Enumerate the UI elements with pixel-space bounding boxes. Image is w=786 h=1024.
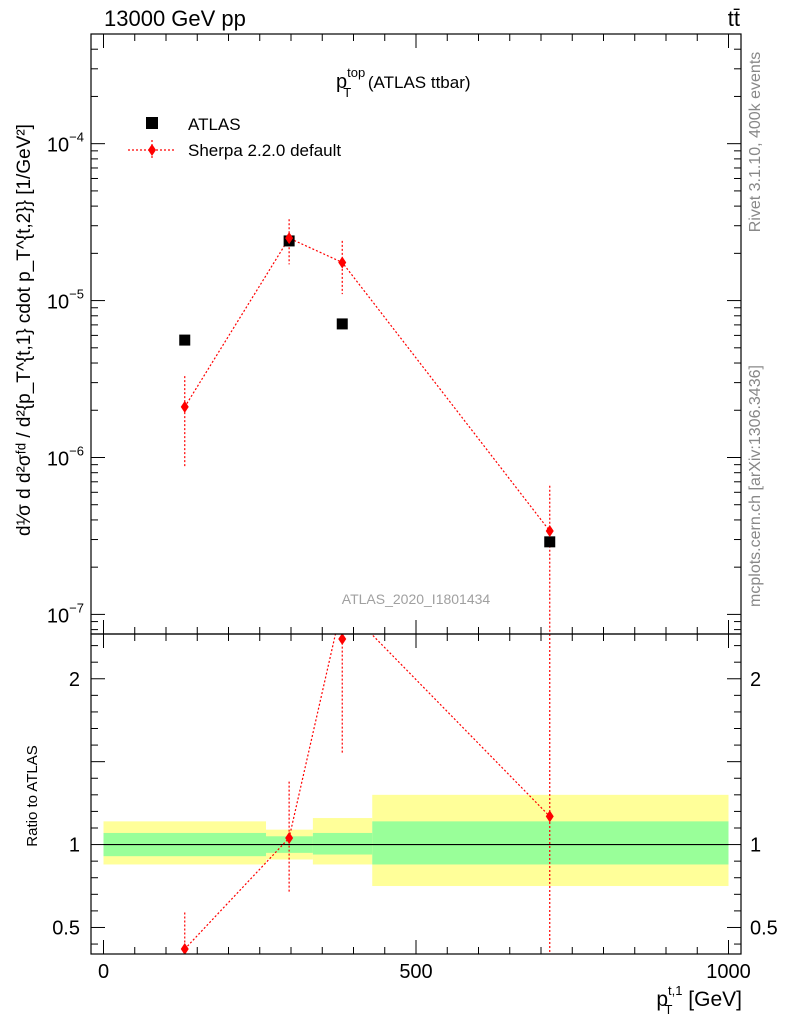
sherpa-point [545,525,554,538]
analysis-watermark: ATLAS_2020_I1801434 [342,591,491,607]
sherpa-point [285,232,294,245]
atlas-point [544,536,556,548]
atlas-point [336,318,348,330]
ratio-y-axis-label: Ratio to ATLAS [24,745,41,846]
ratio-y-tick-label: 1 [69,835,80,857]
plot-title-sup: top [347,65,365,80]
legend-sherpa-marker [148,144,156,156]
ratio-y-tick-label-right: 2 [750,669,761,691]
ratio-y-tick-label: 2 [69,669,80,691]
ratio-data [180,634,554,954]
sherpa-line [184,237,551,532]
x-axis-label-base: p [656,988,668,1011]
plot-title-base: p [336,71,347,93]
ratio-y-tick-label-right: 0.5 [750,917,778,939]
y-tick-label: 10−4 [47,130,84,157]
y-tick-label: 10−7 [47,600,84,627]
legend-sherpa-label: Sherpa 2.2.0 default [188,141,341,160]
legend-atlas-label: ATLAS [188,115,241,134]
x-tick-label: 500 [399,961,432,983]
plot-title-rest: (ATLAS ttbar) [363,73,470,92]
legend-atlas-marker [146,117,158,129]
ratio-y-tick-label: 0.5 [52,917,80,939]
x-axis-label-unit: [GeV] [682,988,742,1011]
ratio-plot-panel [91,634,741,954]
x-axis-label-sub: T [665,1002,673,1017]
mcplots-url-label: mcplots.cern.ch [arXiv:1306.3436] [747,365,764,607]
ratio-band-green [312,832,373,855]
sherpa-point [338,256,347,269]
ratio-band-green [372,821,729,865]
plot-title-sub: T [343,85,351,100]
y-tick-label: 10−6 [47,443,84,470]
main-axis-labels: 10−4 10−5 10−6 10−7 [47,130,84,628]
x-axis-label: pt,1 T [GeV] [656,983,742,1017]
ratio-plot-frame [90,633,742,955]
sherpa-point [180,400,189,413]
ratio-sherpa-line [184,634,551,950]
process-label: tt̄ [728,6,740,31]
main-y-axis-label: d¹⁄σ d d²σᶠᵈ / d²{p_T^{t,1} cdot p_T^{t,… [14,124,35,536]
ratio-axis-labels: 0 500 1000 0.5 0.5 1 1 2 2 [52,669,778,983]
x-tick-label: 1000 [706,961,751,983]
ratio-y-tick-label-right: 1 [750,835,761,857]
ratio-sherpa-point [338,634,347,645]
rivet-version-label: Rivet 3.1.10, 400k events [747,52,764,233]
ratio-sherpa-point [545,810,554,823]
x-axis-label-sup: t,1 [668,983,682,998]
x-tick-label: 0 [98,961,109,983]
ratio-sherpa-point [180,943,189,954]
atlas-point [179,334,191,346]
collision-energy-label: 13000 GeV pp [104,6,246,31]
ratio-sherpa-point [285,831,294,844]
plot-title: ptop T (ATLAS ttbar) [336,65,471,100]
main-plot-panel [91,34,741,634]
legend: ATLAS Sherpa 2.2.0 default [128,115,341,160]
y-tick-label: 10−5 [47,287,84,314]
